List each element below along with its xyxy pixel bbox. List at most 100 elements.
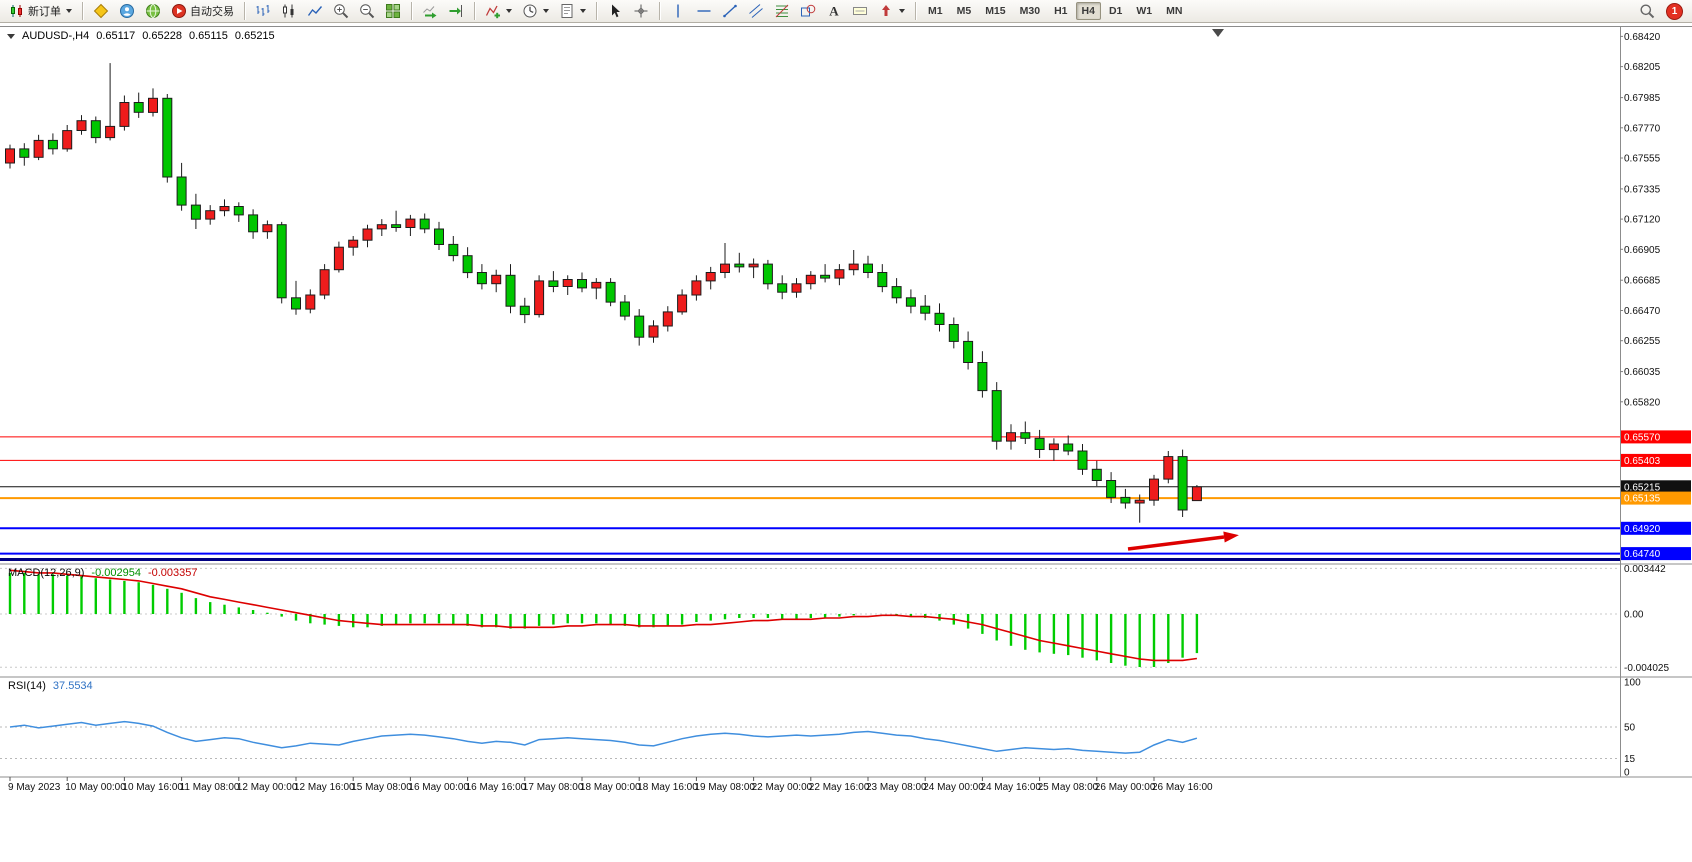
timeframe-w1-button[interactable]: W1 — [1130, 2, 1158, 20]
chart-shift-button[interactable] — [444, 1, 468, 21]
dropdown-arrow-icon[interactable] — [899, 9, 905, 13]
price-level-badge — [1621, 491, 1691, 505]
arrows-icon — [878, 3, 894, 19]
vertical-line-button[interactable] — [666, 1, 690, 21]
candle-body — [376, 224, 387, 230]
chart-collapse-icon[interactable] — [7, 33, 15, 39]
new-order-button[interactable]: 新订单 — [5, 1, 76, 21]
text-icon: A — [826, 3, 842, 19]
time-tick-label: 17 May 08:00 — [523, 782, 584, 793]
text-button[interactable]: A — [822, 1, 846, 21]
candle-body — [891, 286, 902, 299]
timeframe-mn-button[interactable]: MN — [1160, 2, 1188, 20]
timeframe-h4-button[interactable]: H4 — [1075, 2, 1101, 20]
rsi-scale-label: 15 — [1624, 754, 1636, 765]
candle-body — [834, 269, 845, 279]
candle-body — [762, 263, 773, 285]
tile-windows-button[interactable] — [381, 1, 405, 21]
dropdown-arrow-icon[interactable] — [506, 9, 512, 13]
chart-candles-mode-button[interactable] — [277, 1, 301, 21]
price-tick-label: 0.66905 — [1624, 245, 1661, 256]
price-tick-label: 0.66255 — [1624, 336, 1661, 347]
candle-body — [1034, 437, 1045, 450]
timeframe-m5-button[interactable]: M5 — [951, 2, 978, 20]
candle-body — [219, 206, 230, 212]
trendline-button[interactable] — [718, 1, 742, 21]
candle-body — [705, 272, 716, 282]
candle-body — [805, 274, 816, 285]
price-level-badge-text: 0.65403 — [1624, 456, 1661, 467]
price-level-badge — [1621, 430, 1691, 444]
time-tick-label: 24 May 00:00 — [923, 782, 984, 793]
zoom-in-button[interactable] — [329, 1, 353, 21]
candle-body — [905, 297, 916, 307]
tile-icon — [385, 3, 401, 19]
rsi-value: 37.5534 — [52, 680, 93, 692]
shapes-button[interactable] — [796, 1, 820, 21]
trend-arrow-head[interactable] — [1223, 531, 1239, 543]
chart-shift-marker-icon[interactable] — [1212, 29, 1224, 37]
candle-body — [176, 176, 187, 206]
chart-bars-mode-button[interactable] — [251, 1, 275, 21]
indicators-button[interactable] — [481, 1, 516, 21]
chart-line-mode-button[interactable] — [303, 1, 327, 21]
new-order-icon — [9, 3, 25, 19]
search-button[interactable] — [1635, 1, 1659, 21]
community-button[interactable] — [115, 1, 139, 21]
dropdown-arrow-icon[interactable] — [66, 9, 72, 13]
trend-arrow-line[interactable] — [1127, 535, 1225, 551]
equidistant-channel-button[interactable] — [744, 1, 768, 21]
time-tick-label: 19 May 08:00 — [694, 782, 755, 793]
rsi-line — [9, 720, 1198, 754]
crosshair-button[interactable] — [629, 1, 653, 21]
auto-trading-button[interactable]: 自动交易 — [167, 1, 238, 21]
periods-button[interactable] — [518, 1, 553, 21]
templates-button[interactable] — [555, 1, 590, 21]
person-icon — [119, 3, 135, 19]
chart-candles-icon — [281, 3, 297, 19]
timeframe-m15-button[interactable]: M15 — [979, 2, 1011, 20]
cursor-button[interactable] — [603, 1, 627, 21]
zoom-out-icon — [359, 3, 375, 19]
price-level-badge — [1621, 521, 1691, 535]
channel-icon — [748, 3, 764, 19]
timeframe-h1-button[interactable]: H1 — [1048, 2, 1073, 20]
time-tick-label: 18 May 00:00 — [580, 782, 641, 793]
hline-icon — [696, 3, 712, 19]
price-tick-label: 0.66685 — [1624, 276, 1661, 287]
candle-body — [305, 294, 316, 310]
time-tick-label: 16 May 00:00 — [408, 782, 469, 793]
fibonacci-button[interactable] — [770, 1, 794, 21]
timeframe-d1-button[interactable]: D1 — [1103, 2, 1128, 20]
dropdown-arrow-icon[interactable] — [580, 9, 586, 13]
candle-body — [462, 255, 473, 274]
candle-body — [977, 362, 988, 392]
horizontal-line-button[interactable] — [692, 1, 716, 21]
rsi-indicator-label: RSI(14) 37.5534 — [8, 680, 93, 692]
candle-body — [963, 340, 974, 363]
time-tick-label: 12 May 16:00 — [294, 782, 355, 793]
candle-body — [333, 246, 344, 271]
candle-body — [319, 269, 330, 296]
web-terminal-button[interactable] — [141, 1, 165, 21]
timeframe-m1-button[interactable]: M1 — [922, 2, 949, 20]
time-tick-label: 22 May 16:00 — [809, 782, 870, 793]
zoom-out-button[interactable] — [355, 1, 379, 21]
candle-body — [691, 280, 702, 296]
timeframe-m30-button[interactable]: M30 — [1014, 2, 1046, 20]
dropdown-arrow-icon[interactable] — [543, 9, 549, 13]
candle-body — [391, 224, 402, 228]
arrow-objects-button[interactable] — [874, 1, 909, 21]
candle-body — [1063, 443, 1074, 452]
macd-signal-line — [9, 569, 1198, 662]
macd-main-value: -0.002954 — [91, 567, 141, 579]
price-level-badge-text: 0.64920 — [1624, 524, 1661, 535]
auto-scroll-button[interactable] — [418, 1, 442, 21]
notification-badge[interactable]: 1 — [1666, 2, 1683, 20]
chart-line-icon — [307, 3, 323, 19]
mql5-market-button[interactable] — [89, 1, 113, 21]
text-label-button[interactable] — [848, 1, 872, 21]
indicators-icon — [485, 3, 501, 19]
candle-body — [1134, 499, 1145, 504]
